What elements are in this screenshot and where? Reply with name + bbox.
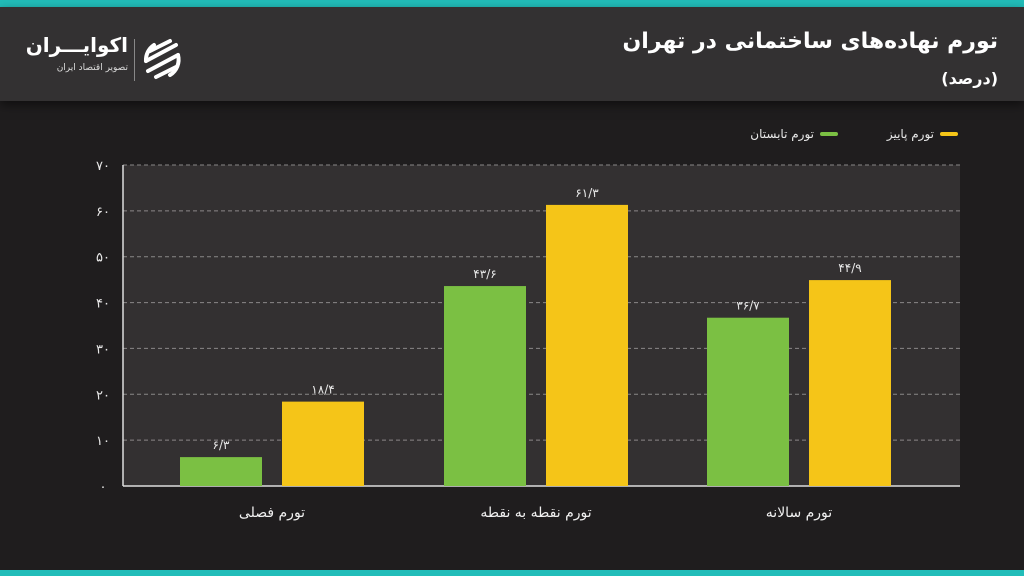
x-category-label: تورم نقطه به نقطه <box>480 505 591 521</box>
y-tick-label: ۱۰ <box>96 434 110 449</box>
bottom-accent-bar <box>0 570 1024 576</box>
chart-title: تورم نهاده‌های ساختمانی در تهران <box>622 29 998 54</box>
y-tick-label: ۴۰ <box>96 297 110 312</box>
y-tick-label: ۲۰ <box>96 388 110 403</box>
x-category-label: تورم فصلی <box>239 505 305 521</box>
data-label: ۴۳/۶ <box>473 267 496 281</box>
data-label: ۶۱/۳ <box>575 186 599 200</box>
legend-item-summer: تورم تابستان <box>750 127 838 141</box>
logo-tagline: تصویر اقتصاد ایران <box>56 63 128 73</box>
bar-summer <box>180 457 262 486</box>
data-label: ۴۴/۹ <box>838 261 861 275</box>
header: تورم نهاده‌های ساختمانی در تهران (درصد) … <box>0 7 1024 101</box>
x-category-label: تورم سالانه <box>766 505 832 521</box>
y-tick-label: ۰ <box>100 480 107 495</box>
bar-autumn <box>546 204 628 486</box>
y-tick-label: ۳۰ <box>96 342 110 357</box>
bar-summer <box>707 317 789 486</box>
logo-mark-icon <box>143 39 181 79</box>
data-label: ۶/۳ <box>213 438 230 452</box>
y-tick-label: ۶۰ <box>96 205 110 220</box>
bar-summer <box>444 286 526 486</box>
y-tick-label: ۵۰ <box>96 251 110 266</box>
y-tick-label: ۷۰ <box>96 159 110 174</box>
logo: اکوایـــران تصویر اقتصاد ایران <box>25 33 186 85</box>
bar-autumn <box>809 280 891 486</box>
legend-item-autumn: تورم پاییز <box>887 127 958 141</box>
data-label: ۱۸/۴ <box>311 383 334 397</box>
legend-swatch-autumn <box>940 132 958 136</box>
legend-swatch-summer <box>820 132 838 136</box>
legend-label-summer: تورم تابستان <box>750 127 814 141</box>
logo-name: اکوایـــران <box>25 33 128 57</box>
chart-subtitle: (درصد) <box>941 69 998 88</box>
data-label: ۳۶/۷ <box>736 299 760 313</box>
logo-divider <box>134 39 135 81</box>
top-accent-bar <box>0 0 1024 7</box>
legend-label-autumn: تورم پاییز <box>886 127 934 141</box>
bar-autumn <box>282 401 364 486</box>
